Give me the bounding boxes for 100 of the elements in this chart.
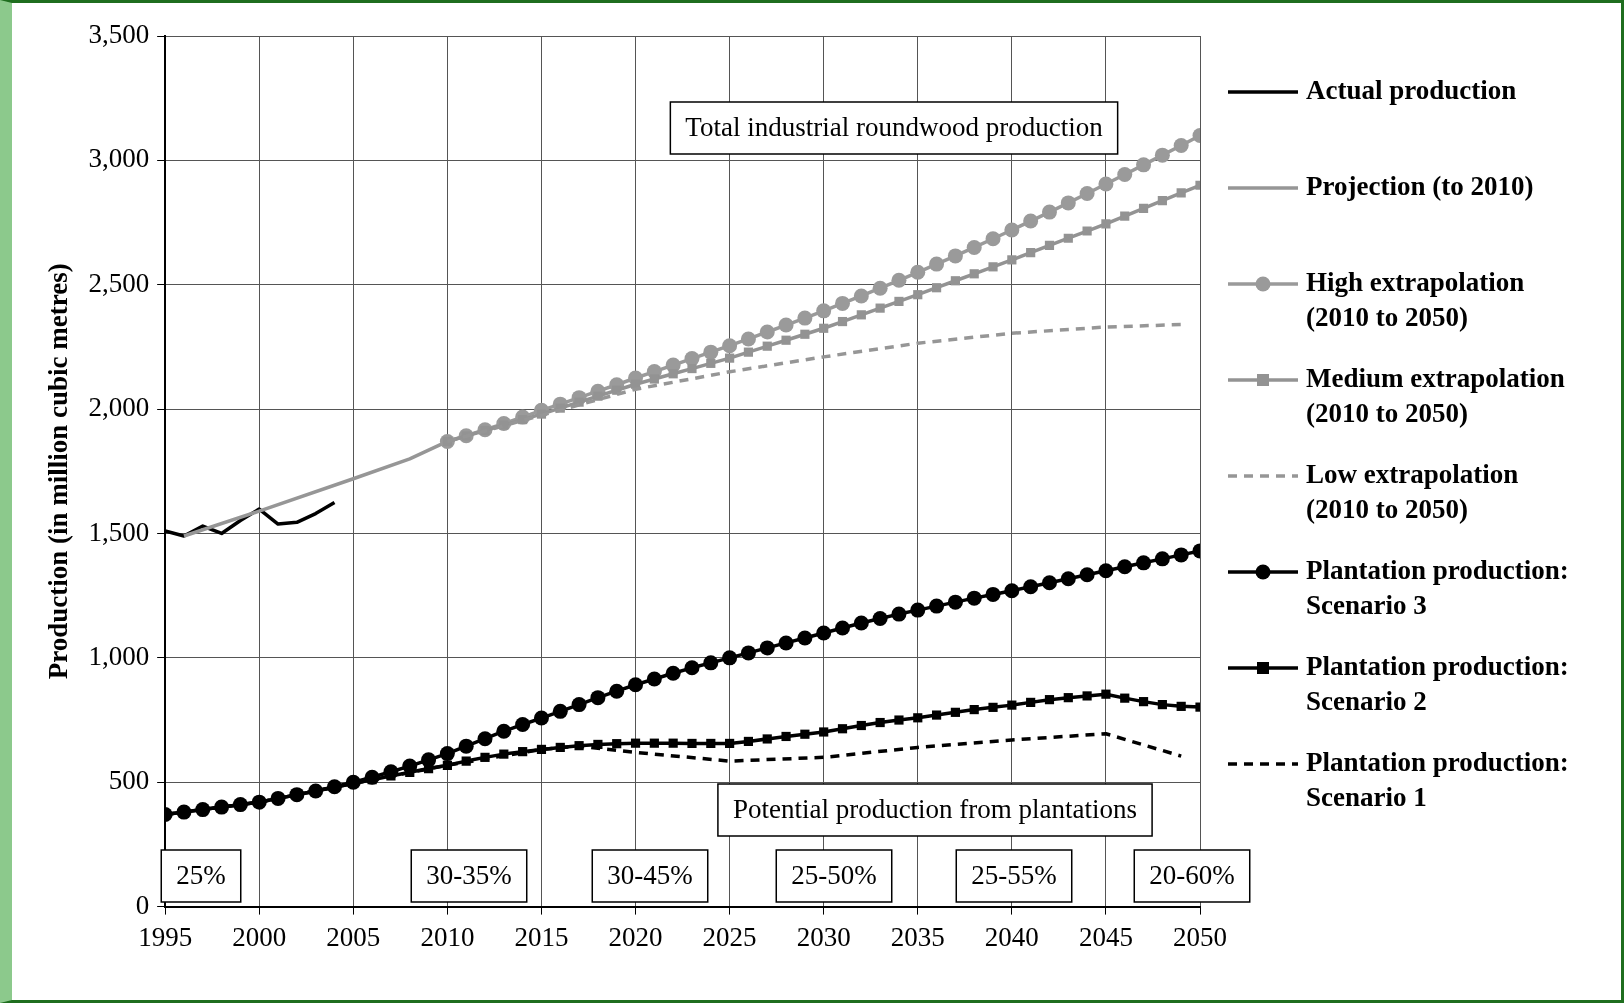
point [800,729,810,739]
point [819,323,829,333]
point [706,358,716,368]
point [668,738,678,748]
point [950,707,960,717]
annotation: Total industrial roundwood production [685,112,1104,143]
point [797,310,813,326]
point [571,697,587,713]
point [1063,693,1073,703]
point [725,738,735,749]
annotation: Potential production from plantations [732,794,1138,825]
point [853,615,869,631]
point [1154,551,1170,567]
point [1041,575,1057,591]
annotation: 20-60% [1149,860,1235,891]
point [1136,555,1152,571]
point [725,353,735,363]
point [1157,700,1167,710]
point [913,290,923,300]
point [1023,579,1039,595]
legend-label: Plantation production: Scenario 2 [1306,650,1569,716]
point [816,625,832,641]
point [891,272,907,288]
point [649,738,659,748]
point [703,655,719,671]
point [894,715,904,725]
legend-label: High extrapolation (2010 to 2050) [1306,266,1525,332]
point [1120,211,1130,221]
point [910,602,926,618]
point [1176,701,1186,711]
x-tick-label: 2005 [326,921,381,952]
point [872,280,888,296]
point [665,665,681,681]
point [687,738,697,749]
point [593,391,603,401]
point [988,262,998,272]
point [722,650,738,666]
point [1154,147,1170,163]
point [1101,219,1111,229]
point [439,746,455,762]
point [872,611,888,627]
point [496,723,512,739]
x-tick-label: 2015 [514,921,569,952]
point [1023,213,1039,229]
point [1041,204,1057,220]
legend-label: Low extrapolation (2010 to 2050) [1306,458,1519,524]
y-axis-title: Production (in million cubic metres) [43,263,74,680]
point [646,671,662,687]
point [609,683,625,699]
legend-label: Projection (to 2010) [1306,170,1534,201]
point [950,276,960,286]
point [816,303,832,319]
point [966,590,982,606]
point [931,283,942,293]
point [590,690,606,706]
y-tick-label: 2,000 [88,392,150,423]
x-tick-label: 1995 [138,921,193,952]
point [762,734,772,744]
point [778,317,794,333]
y-tick-label: 1,500 [88,516,150,547]
point [947,594,963,610]
point [913,713,923,723]
point [985,586,1001,602]
point [778,635,794,651]
point [1176,188,1186,198]
point [740,645,756,661]
point [1173,137,1189,153]
point [969,269,979,279]
point [969,705,979,715]
legend-label: Plantation production: Scenario 3 [1306,554,1569,620]
point [1157,196,1167,206]
x-tick-label: 2025 [702,921,757,952]
x-tick-label: 2040 [984,921,1039,952]
point [947,248,963,264]
point [1060,195,1076,211]
y-tick-label: 2,500 [88,267,150,298]
point [1004,222,1020,238]
point [1120,693,1130,703]
point [853,288,869,304]
y-tick-label: 3,000 [88,143,150,174]
legend-label: Actual production [1306,74,1517,105]
point [649,374,659,384]
point [706,738,716,749]
point [966,239,982,255]
point [1117,167,1133,183]
point [612,739,622,749]
point [668,369,678,379]
x-tick-label: 2035 [890,921,945,952]
y-tick-label: 500 [108,765,150,796]
point [628,677,644,693]
annotation: 30-35% [426,860,512,891]
point [835,620,851,636]
point [1044,695,1055,705]
point [722,338,738,354]
legend-label: Medium extrapolation (2010 to 2050) [1306,362,1565,428]
point [1044,240,1055,251]
point [703,344,719,360]
annotation: 25-55% [971,860,1057,891]
point [819,727,829,737]
point [910,264,926,280]
